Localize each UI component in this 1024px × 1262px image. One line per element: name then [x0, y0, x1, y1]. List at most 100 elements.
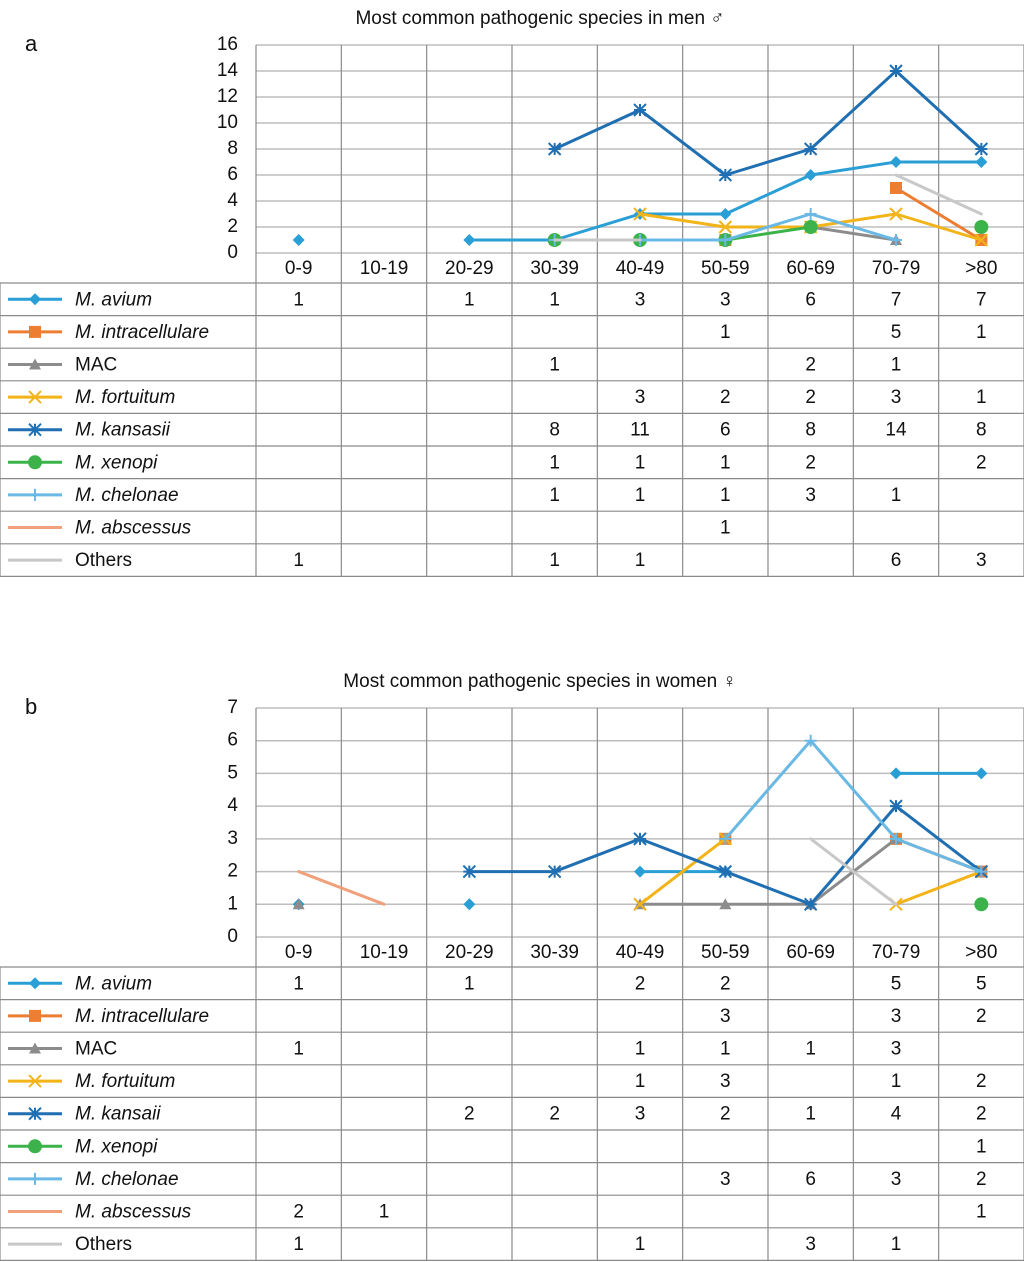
legend-label: Others	[75, 1234, 132, 1255]
point	[292, 234, 305, 246]
table-value: 11	[630, 420, 650, 441]
table-value: 3	[720, 1169, 731, 1190]
x-tick-label: >80	[965, 942, 997, 963]
x-tick-label: 60-69	[786, 942, 835, 963]
x-tick-label: 20-29	[445, 258, 494, 279]
table-value: 3	[720, 1071, 731, 1092]
point	[719, 234, 732, 246]
legend-label: M. intracellulare	[75, 1006, 209, 1027]
table-value: 5	[891, 973, 902, 994]
table-value: 1	[464, 973, 475, 994]
point	[718, 220, 733, 234]
table-value: 4	[891, 1104, 902, 1125]
point	[890, 234, 902, 246]
table-value: 3	[805, 1234, 816, 1255]
table-value: 1	[720, 1039, 731, 1060]
legend-marker	[29, 325, 41, 338]
legend-marker	[29, 1172, 41, 1185]
point	[975, 156, 988, 168]
series-line	[638, 837, 983, 906]
table-value: 1	[293, 550, 304, 571]
table-value: 5	[976, 973, 987, 994]
legend-marker	[28, 422, 42, 437]
legend-label: M. xenopi	[75, 1136, 158, 1157]
point	[804, 169, 817, 181]
table-value: 2	[293, 1202, 304, 1223]
table-value: 1	[976, 322, 987, 343]
table-value: 3	[635, 1104, 646, 1125]
table-value: 1	[635, 452, 646, 473]
x-tick-label: 0-9	[285, 942, 312, 963]
table-value: 1	[805, 1104, 816, 1125]
x-tick-label: 10-19	[360, 942, 409, 963]
point	[633, 103, 647, 117]
point	[890, 832, 902, 845]
point	[974, 220, 989, 234]
x-tick-label: 50-59	[701, 942, 750, 963]
point	[890, 767, 902, 780]
y-tick-label: 0	[227, 926, 238, 947]
x-tick-label: 70-79	[872, 258, 921, 279]
point	[292, 898, 305, 910]
x-tick-label: 30-39	[530, 942, 579, 963]
legend-label: M. abscessus	[75, 518, 192, 539]
table-value: 1	[891, 485, 902, 506]
legend-label: M. intracellulare	[75, 322, 209, 343]
point	[462, 864, 477, 879]
point	[633, 207, 647, 221]
table-value: 8	[805, 420, 816, 441]
table-value: 2	[976, 1104, 987, 1125]
table-value: 6	[805, 1169, 816, 1190]
table-value: 1	[720, 452, 731, 473]
x-tick-label: 60-69	[786, 258, 835, 279]
table-value: 1	[976, 1202, 987, 1223]
table-value: 8	[976, 420, 987, 441]
point	[975, 865, 988, 878]
table-value: 1	[976, 1136, 987, 1157]
table-value: 2	[805, 355, 816, 376]
y-tick-label: 14	[217, 60, 239, 81]
point	[547, 142, 562, 156]
table-value: 1	[549, 452, 560, 473]
y-tick-label: 10	[217, 112, 238, 133]
legend-label: Others	[75, 550, 132, 571]
legend-marker	[28, 390, 42, 404]
y-tick-label: 6	[227, 730, 238, 751]
table-value: 2	[464, 1104, 475, 1125]
legend-label: M. avium	[75, 973, 152, 994]
y-tick-label: 4	[227, 190, 238, 211]
table-value: 1	[293, 289, 304, 310]
table-value: 3	[891, 1006, 902, 1027]
y-tick-label: 2	[227, 216, 238, 237]
legend-label: M. abscessus	[75, 1202, 192, 1223]
x-tick-label: 70-79	[872, 942, 921, 963]
point	[804, 208, 817, 220]
point	[718, 168, 733, 182]
table-value: 3	[720, 289, 731, 310]
legend-label: MAC	[75, 355, 117, 376]
table-value: 7	[891, 289, 902, 310]
chart-title: Most common pathogenic species in women …	[343, 671, 736, 692]
series-line	[723, 739, 983, 874]
legend-label: M. fortuitum	[75, 1071, 175, 1092]
legend-marker	[28, 1139, 42, 1154]
panel-label: b	[25, 694, 37, 719]
legend-marker	[29, 977, 41, 990]
table-value: 2	[549, 1104, 560, 1125]
series-line	[894, 186, 983, 242]
point	[718, 864, 733, 879]
point	[889, 207, 903, 221]
table-value: 1	[293, 1234, 304, 1255]
legend-marker	[28, 455, 42, 470]
y-tick-label: 1	[227, 893, 238, 914]
table-value: 2	[720, 387, 731, 408]
y-tick-label: 7	[227, 697, 238, 718]
legend-label: M. chelonae	[75, 485, 179, 506]
table-value: 1	[549, 550, 560, 571]
x-tick-label: 20-29	[445, 942, 494, 963]
table-value: 2	[720, 1104, 731, 1125]
table-value: 2	[976, 1071, 987, 1092]
table-value: 3	[976, 550, 987, 571]
point	[803, 142, 818, 156]
